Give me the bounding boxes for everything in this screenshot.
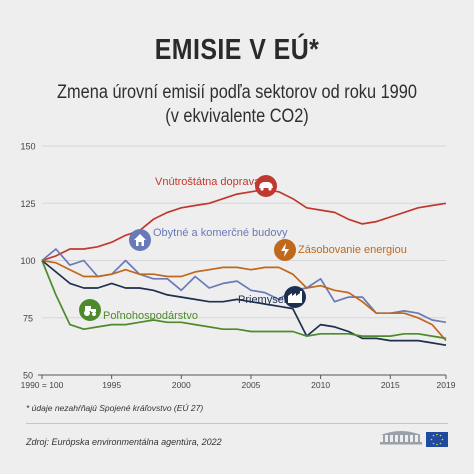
y-tick-label: 50 — [23, 371, 33, 381]
series-line-0 — [41, 188, 447, 262]
tractor-wheel — [84, 310, 90, 316]
x-tick-label: 2000 — [172, 380, 191, 390]
bolt-shape — [281, 243, 289, 257]
x-tick-label: 2010 — [311, 380, 330, 390]
car-icon — [255, 175, 277, 197]
x-tick-label: 1990 = 100 — [21, 380, 64, 390]
series-label-2: Zásobovanie energiou — [298, 244, 407, 256]
tractor-cab — [85, 306, 91, 311]
y-tick-label: 125 — [20, 199, 35, 209]
house-icon — [129, 229, 151, 251]
x-tick-label: 2015 — [381, 380, 400, 390]
eu-parliament-logo — [380, 431, 448, 447]
y-tick-label: 75 — [23, 313, 33, 323]
eu-flag-icon — [426, 432, 448, 447]
factory-icon — [284, 286, 306, 308]
house-door — [138, 242, 142, 246]
x-tick-label: 2019 — [437, 380, 456, 390]
chart-title: EMISIE V EÚ* — [154, 34, 320, 66]
tractor-icon — [79, 299, 101, 321]
factory-shape — [288, 291, 302, 303]
series-line-2 — [41, 259, 447, 342]
x-tick-label: 1995 — [102, 380, 121, 390]
y-tick-label: 100 — [20, 256, 35, 266]
series-label-0: Vnútroštátna doprava — [155, 176, 261, 188]
footer-divider — [26, 423, 448, 424]
house-shape — [134, 234, 146, 246]
y-tick-label: 150 — [20, 142, 35, 152]
lightning-icon — [274, 239, 296, 261]
tractor-hood — [91, 309, 96, 312]
chart-subtitle-unit: (v ekvivalente CO2) — [165, 106, 309, 127]
series-label-1: Obytné a komerčné budovy — [153, 227, 288, 239]
car-wheel — [268, 187, 272, 191]
series-label-3: Priemysel — [238, 294, 286, 306]
tractor-wheel — [92, 312, 96, 316]
series-label-4: Poľnohospodárstvo — [103, 310, 198, 322]
car-wheel — [260, 187, 264, 191]
source-note: Zdroj: Európska environmentálna agentúra… — [26, 437, 222, 447]
car-body — [259, 182, 273, 188]
footnote: * údaje nezahŕňajú Spojené kráľovstvo (E… — [26, 403, 204, 413]
x-tick-label: 2005 — [242, 380, 261, 390]
chart-subtitle: Zmena úrovní emisií podľa sektorov od ro… — [57, 82, 417, 103]
series-line-3 — [41, 259, 447, 347]
series-line-4 — [41, 260, 447, 340]
